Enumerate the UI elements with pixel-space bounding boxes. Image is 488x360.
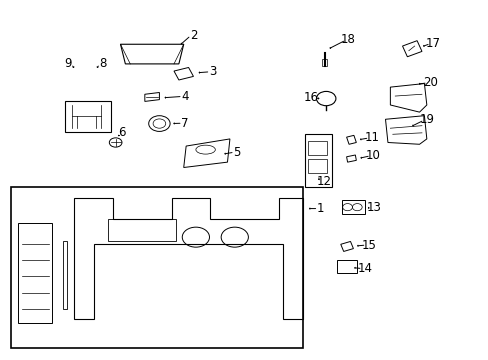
Text: 5: 5 — [233, 146, 241, 159]
Text: 12: 12 — [316, 175, 330, 188]
Text: 8: 8 — [99, 57, 106, 71]
Text: 2: 2 — [189, 29, 197, 42]
Text: 11: 11 — [364, 131, 379, 144]
Bar — [307, 158, 326, 173]
Bar — [305, 134, 331, 187]
Text: 20: 20 — [422, 76, 437, 89]
Text: 18: 18 — [341, 33, 355, 46]
Bar — [108, 219, 176, 241]
Text: 7: 7 — [181, 117, 188, 130]
Text: 10: 10 — [365, 149, 380, 162]
Text: 17: 17 — [425, 37, 440, 50]
Bar — [11, 187, 302, 348]
Text: 9: 9 — [64, 57, 72, 71]
Text: 4: 4 — [181, 90, 188, 103]
Text: 13: 13 — [366, 201, 381, 214]
Text: 15: 15 — [361, 239, 376, 252]
Text: 6: 6 — [118, 126, 125, 139]
Bar — [336, 260, 357, 273]
Text: 14: 14 — [357, 262, 372, 275]
Text: 1: 1 — [316, 202, 324, 215]
Text: 16: 16 — [304, 91, 319, 104]
Text: 19: 19 — [419, 113, 433, 126]
Text: 3: 3 — [209, 65, 216, 78]
Bar — [341, 201, 365, 214]
Bar — [307, 141, 326, 155]
